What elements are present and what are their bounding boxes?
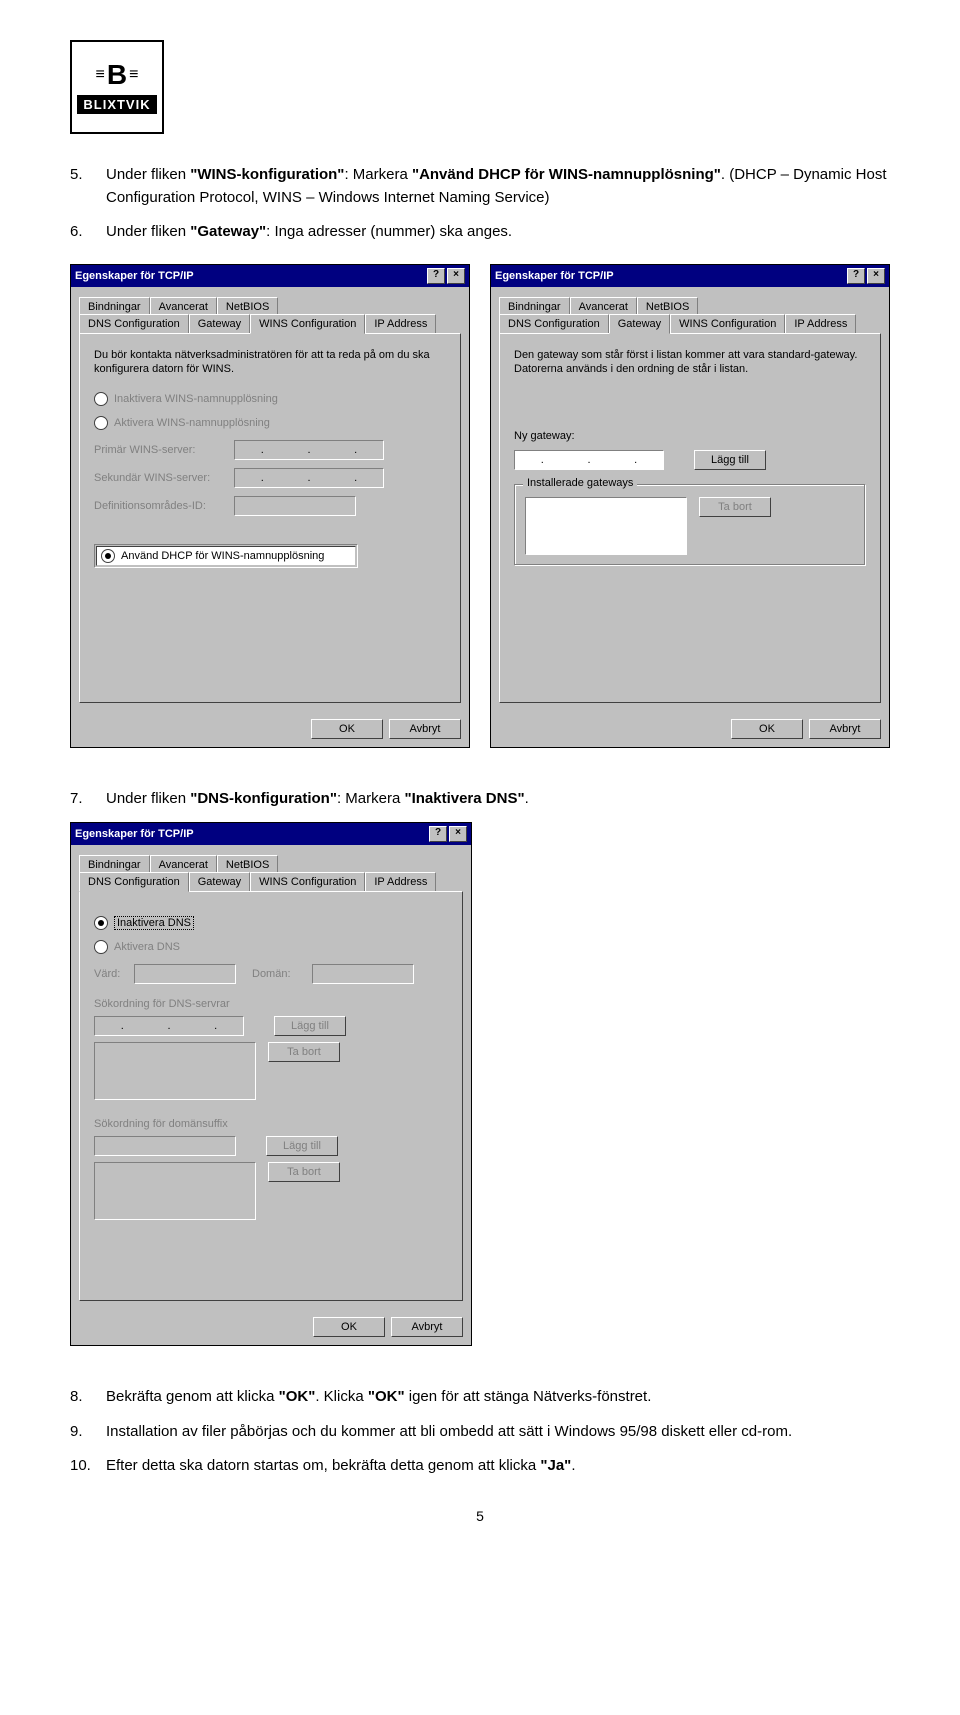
step-text: Efter detta ska datorn startas om, bekrä…	[106, 1455, 575, 1478]
suffix-input[interactable]	[94, 1136, 236, 1156]
step-number: 10.	[70, 1455, 106, 1478]
instruction-5: 5. Under fliken "WINS-konfiguration": Ma…	[70, 164, 890, 209]
step-number: 5.	[70, 164, 106, 209]
radio-enable-wins[interactable]: Aktivera WINS-namnupplösning	[94, 416, 446, 430]
step-number: 8.	[70, 1386, 106, 1409]
domain-input[interactable]	[312, 964, 414, 984]
instruction-10: 10. Efter detta ska datorn startas om, b…	[70, 1455, 890, 1478]
step-number: 6.	[70, 221, 106, 244]
step-text: Under fliken "WINS-konfiguration": Marke…	[106, 164, 890, 209]
step-text: Under fliken "Gateway": Inga adresser (n…	[106, 221, 512, 244]
radio-disable-wins[interactable]: Inaktivera WINS-namnupplösning	[94, 392, 446, 406]
suffix-list[interactable]	[94, 1162, 256, 1220]
installed-gateways-group: Installerade gateways Ta bort	[514, 484, 866, 566]
tab-dns[interactable]: DNS Configuration	[499, 314, 609, 333]
cancel-button[interactable]: Avbryt	[389, 719, 461, 739]
help-button[interactable]: ?	[429, 826, 447, 842]
brand-logo: ≡B≡ BLIXTVIK	[70, 40, 164, 134]
label-secondary-wins: Sekundär WINS-server:	[94, 472, 234, 484]
gateway-panel: Den gateway som står först i listan komm…	[499, 333, 881, 703]
help-button[interactable]: ?	[427, 268, 445, 284]
step-text: Under fliken "DNS-konfiguration": Marker…	[106, 788, 529, 811]
remove-gateway-button[interactable]: Ta bort	[699, 497, 771, 517]
radio-icon	[94, 916, 108, 930]
label-scope-id: Definitionsområdes-ID:	[94, 500, 234, 512]
primary-wins-input[interactable]: ...	[234, 440, 384, 460]
label-domain: Domän:	[252, 968, 312, 980]
dns-server-list[interactable]	[94, 1042, 256, 1100]
radio-disable-dns[interactable]: Inaktivera DNS	[94, 916, 448, 930]
instruction-8: 8. Bekräfta genom att klicka "OK". Klick…	[70, 1386, 890, 1409]
tab-dns[interactable]: DNS Configuration	[79, 314, 189, 333]
instruction-7: 7. Under fliken "DNS-konfiguration": Mar…	[70, 788, 890, 811]
tab-gateway[interactable]: Gateway	[189, 314, 250, 333]
add-gateway-button[interactable]: Lägg till	[694, 450, 766, 470]
titlebar: Egenskaper för TCP/IP ? ×	[71, 823, 471, 845]
new-gateway-input[interactable]: ...	[514, 450, 664, 470]
dialog-title: Egenskaper för TCP/IP	[75, 270, 194, 282]
page-number: 5	[70, 1508, 890, 1524]
titlebar: Egenskaper för TCP/IP ? ×	[71, 265, 469, 287]
ok-button[interactable]: OK	[311, 719, 383, 739]
step-text: Bekräfta genom att klicka "OK". Klicka "…	[106, 1386, 651, 1409]
dialog-title: Egenskaper för TCP/IP	[75, 828, 194, 840]
label-search-suffix: Sökordning för domänsuffix	[94, 1118, 448, 1130]
brand-name: BLIXTVIK	[77, 95, 156, 114]
radio-enable-dns[interactable]: Aktivera DNS	[94, 940, 448, 954]
remove-suffix-button[interactable]: Ta bort	[268, 1162, 340, 1182]
titlebar: Egenskaper för TCP/IP ? ×	[491, 265, 889, 287]
cancel-button[interactable]: Avbryt	[391, 1317, 463, 1337]
group-title: Installerade gateways	[523, 477, 637, 489]
label-new-gateway: Ny gateway:	[514, 430, 866, 442]
scope-id-input[interactable]	[234, 496, 356, 516]
step-text: Installation av filer påbörjas och du ko…	[106, 1421, 792, 1444]
tab-wins[interactable]: WINS Configuration	[670, 314, 785, 333]
step-number: 9.	[70, 1421, 106, 1444]
secondary-wins-input[interactable]: ...	[234, 468, 384, 488]
installed-gateways-list[interactable]	[525, 497, 687, 555]
dns-panel: Inaktivera DNS Aktivera DNS Värd: Domän:…	[79, 891, 463, 1301]
host-input[interactable]	[134, 964, 236, 984]
dns-server-input[interactable]: ...	[94, 1016, 244, 1036]
tab-gateway[interactable]: Gateway	[189, 872, 250, 891]
help-button[interactable]: ?	[847, 268, 865, 284]
gateway-dialog: Egenskaper för TCP/IP ? × Bindningar Ava…	[490, 264, 890, 748]
remove-dns-server-button[interactable]: Ta bort	[268, 1042, 340, 1062]
label-host: Värd:	[94, 968, 134, 980]
cancel-button[interactable]: Avbryt	[809, 719, 881, 739]
panel-description: Du bör kontakta nätverksadministratören …	[94, 348, 446, 377]
dialog-title: Egenskaper för TCP/IP	[495, 270, 614, 282]
instruction-6: 6. Under fliken "Gateway": Inga adresser…	[70, 221, 890, 244]
instruction-9: 9. Installation av filer påbörjas och du…	[70, 1421, 890, 1444]
radio-icon	[94, 416, 108, 430]
logo-symbol: ≡B≡	[96, 61, 139, 89]
radio-icon[interactable]	[101, 549, 115, 563]
close-button[interactable]: ×	[447, 268, 465, 284]
ok-button[interactable]: OK	[731, 719, 803, 739]
dns-dialog: Egenskaper för TCP/IP ? × Bindningar Ava…	[70, 822, 472, 1346]
tab-ip[interactable]: IP Address	[365, 872, 436, 891]
tab-wins[interactable]: WINS Configuration	[250, 872, 365, 891]
add-suffix-button[interactable]: Lägg till	[266, 1136, 338, 1156]
close-button[interactable]: ×	[449, 826, 467, 842]
wins-config-dialog: Egenskaper för TCP/IP ? × Bindningar Ava…	[70, 264, 470, 748]
add-dns-server-button[interactable]: Lägg till	[274, 1016, 346, 1036]
ok-button[interactable]: OK	[313, 1317, 385, 1337]
step-number: 7.	[70, 788, 106, 811]
label-search-servers: Sökordning för DNS-servrar	[94, 998, 448, 1010]
tab-ip[interactable]: IP Address	[785, 314, 856, 333]
radio-dhcp-wins-label: Använd DHCP för WINS-namnupplösning	[121, 550, 324, 562]
label-primary-wins: Primär WINS-server:	[94, 444, 234, 456]
radio-dhcp-wins-box: Använd DHCP för WINS-namnupplösning	[94, 544, 358, 568]
radio-icon	[94, 940, 108, 954]
wins-panel: Du bör kontakta nätverksadministratören …	[79, 333, 461, 703]
tab-ip[interactable]: IP Address	[365, 314, 436, 333]
radio-icon	[94, 392, 108, 406]
tab-wins[interactable]: WINS Configuration	[250, 314, 365, 334]
close-button[interactable]: ×	[867, 268, 885, 284]
panel-description: Den gateway som står först i listan komm…	[514, 348, 866, 377]
tab-dns[interactable]: DNS Configuration	[79, 872, 189, 892]
tab-gateway[interactable]: Gateway	[609, 314, 670, 334]
